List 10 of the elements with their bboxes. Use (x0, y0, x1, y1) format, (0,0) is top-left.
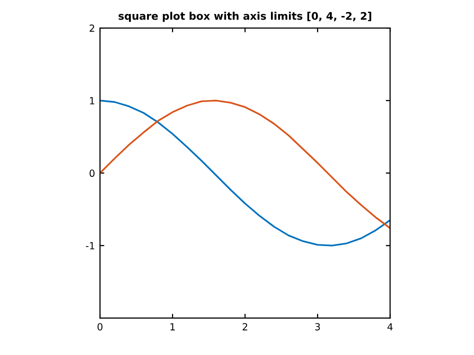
x-tick-label: 4 (387, 323, 393, 330)
chart-title: square plot box with axis limits [0, 4, -2, 2] (118, 12, 372, 22)
y-tick-label: 1 (90, 97, 94, 104)
x-tick-label: 2 (242, 323, 248, 330)
y-tick-label: 0 (90, 170, 95, 177)
x-tick-label: 1 (170, 323, 175, 330)
x-tick-label: 3 (315, 323, 320, 330)
y-tick-label: -1 (86, 242, 94, 250)
y-tick-label: 2 (90, 24, 94, 32)
x-tick-label: 0 (98, 323, 102, 330)
